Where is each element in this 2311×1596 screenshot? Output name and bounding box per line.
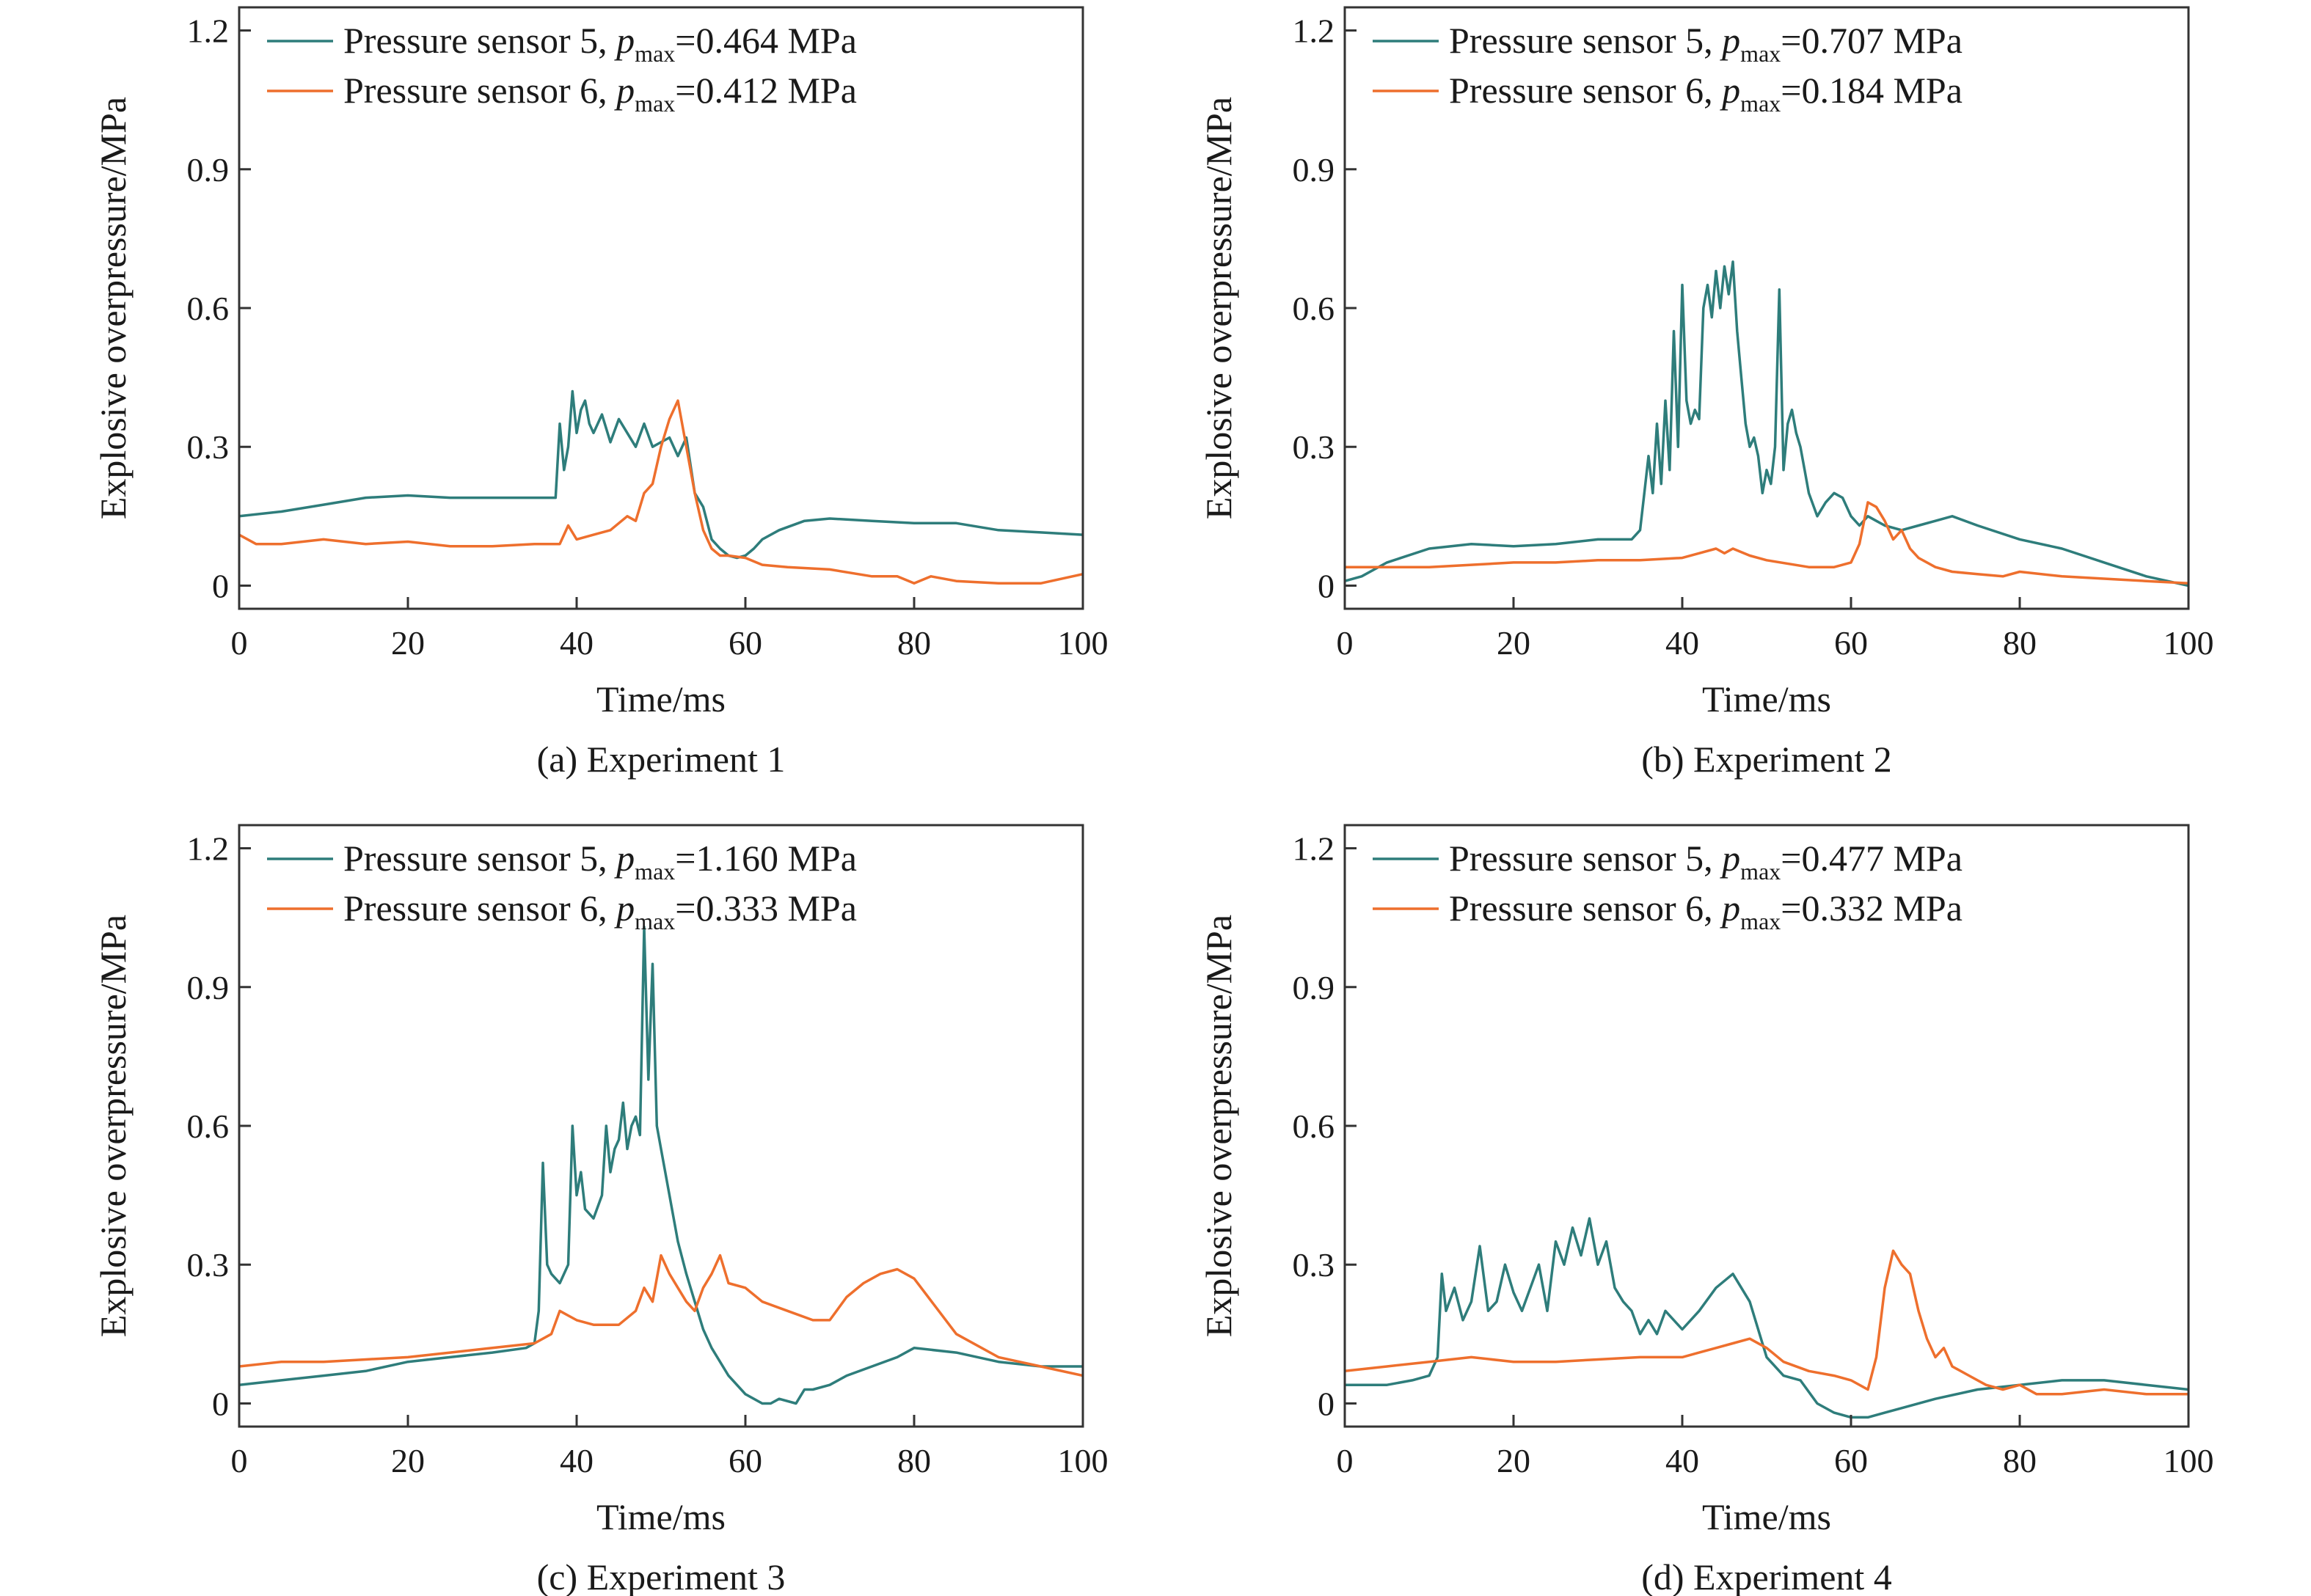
x-tick-label: 60 (1834, 1442, 1868, 1479)
x-tick-label: 20 (391, 1442, 425, 1479)
y-tick-label: 0.6 (1293, 290, 1335, 327)
y-tick-label: 0 (212, 1385, 229, 1422)
chart-panel: 0 20 40 60 80 100 0 0.3 0.6 0.9 1.2 Time/ms Explosiv… (1198, 6, 2214, 780)
x-tick-label: 80 (2003, 1442, 2037, 1479)
legend-entry: Pressure sensor 6, pmax=0.184 MPa (1449, 70, 1963, 117)
y-tick-label: 0.9 (187, 969, 230, 1006)
y-tick-label: 0 (1318, 1385, 1335, 1422)
legend: Pressure sensor 5, pmax=0.477 MPaPressur… (1373, 838, 1963, 934)
x-tick-label: 80 (897, 624, 931, 662)
legend-entry: Pressure sensor 5, pmax=0.464 MPa (343, 20, 857, 67)
chart-panel: 0 20 40 60 80 100 0 0.3 0.6 0.9 1.2 Time/ms Explosiv… (92, 6, 1109, 780)
x-tick-label: 20 (1497, 624, 1530, 662)
series-line-sensor-6 (1345, 501, 2188, 585)
y-axis-label: Explosive overpressure/MPa (1198, 915, 1239, 1337)
y-tick-label: 0.3 (187, 428, 230, 466)
series-line-sensor-5 (239, 926, 1083, 1405)
y-tick-label: 1.2 (1293, 12, 1335, 50)
y-axis-label: Explosive overpressure/MPa (92, 915, 134, 1337)
x-axis-label: Time/ms (1702, 678, 1831, 720)
x-tick-label: 80 (2003, 624, 2037, 662)
y-tick-label: 0.9 (1293, 151, 1335, 188)
x-tick-label: 40 (1665, 624, 1699, 662)
x-tick-label: 20 (1497, 1442, 1530, 1479)
x-axis-label: Time/ms (596, 678, 726, 720)
panel-caption: (a) Experiment 1 (537, 739, 786, 780)
y-tick-label: 0.6 (187, 290, 230, 327)
y-tick-label: 0.6 (1293, 1108, 1335, 1145)
legend: Pressure sensor 5, pmax=0.707 MPaPressur… (1373, 20, 1963, 117)
legend-entry: Pressure sensor 5, pmax=1.160 MPa (343, 838, 857, 885)
x-tick-label: 100 (2164, 624, 2214, 662)
panel-caption: (d) Experiment 4 (1641, 1556, 1892, 1596)
x-tick-label: 100 (1058, 624, 1109, 662)
x-tick-label: 80 (897, 1442, 931, 1479)
y-tick-label: 0.9 (187, 151, 230, 188)
legend: Pressure sensor 5, pmax=1.160 MPaPressur… (267, 838, 857, 934)
x-tick-label: 20 (391, 624, 425, 662)
y-tick-label: 0 (1318, 567, 1335, 604)
x-tick-label: 100 (2164, 1442, 2214, 1479)
series-line-sensor-6 (239, 1253, 1083, 1377)
x-tick-label: 40 (1665, 1442, 1699, 1479)
x-tick-label: 0 (1337, 1442, 1354, 1479)
x-axis-label: Time/ms (1702, 1496, 1831, 1537)
x-axis-label: Time/ms (596, 1496, 726, 1537)
y-tick-label: 1.2 (1293, 830, 1335, 868)
x-tick-label: 0 (231, 1442, 248, 1479)
y-tick-label: 0.6 (187, 1108, 230, 1145)
y-tick-label: 0 (212, 567, 229, 604)
x-tick-label: 0 (231, 624, 248, 662)
legend-entry: Pressure sensor 6, pmax=0.412 MPa (343, 70, 857, 117)
series-line-sensor-5 (239, 389, 1083, 560)
x-tick-label: 40 (560, 624, 594, 662)
y-tick-label: 0.3 (187, 1246, 230, 1284)
series-line-sensor-5 (1345, 260, 2188, 587)
series-line-sensor-6 (1345, 1249, 2188, 1396)
x-tick-label: 40 (560, 1442, 594, 1479)
y-axis-label: Explosive overpressure/MPa (1198, 97, 1239, 519)
panel-caption: (b) Experiment 2 (1641, 739, 1892, 780)
x-tick-label: 60 (729, 1442, 762, 1479)
y-axis-label: Explosive overpressure/MPa (92, 97, 134, 519)
x-tick-label: 0 (1337, 624, 1354, 662)
series-line-sensor-6 (239, 399, 1083, 585)
x-tick-label: 60 (1834, 624, 1868, 662)
legend-entry: Pressure sensor 6, pmax=0.333 MPa (343, 887, 857, 934)
x-tick-label: 100 (1058, 1442, 1109, 1479)
y-tick-label: 1.2 (187, 830, 230, 868)
legend: Pressure sensor 5, pmax=0.464 MPaPressur… (267, 20, 857, 117)
legend-entry: Pressure sensor 5, pmax=0.477 MPa (1449, 838, 1963, 885)
panel-caption: (c) Experiment 3 (537, 1556, 786, 1596)
y-tick-label: 0.9 (1293, 969, 1335, 1006)
y-tick-label: 0.3 (1293, 1246, 1335, 1284)
y-tick-label: 0.3 (1293, 428, 1335, 466)
legend-entry: Pressure sensor 5, pmax=0.707 MPa (1449, 20, 1963, 67)
y-tick-label: 1.2 (187, 12, 230, 50)
x-tick-label: 60 (729, 624, 762, 662)
chart-panel: 0 20 40 60 80 100 0 0.3 0.6 0.9 1.2 Time/ms Explosiv… (92, 824, 1109, 1596)
legend-entry: Pressure sensor 6, pmax=0.332 MPa (1449, 887, 1963, 934)
series-line-sensor-5 (1345, 1217, 2188, 1419)
chart-panel: 0 20 40 60 80 100 0 0.3 0.6 0.9 1.2 Time/ms Explosiv… (1198, 824, 2214, 1596)
